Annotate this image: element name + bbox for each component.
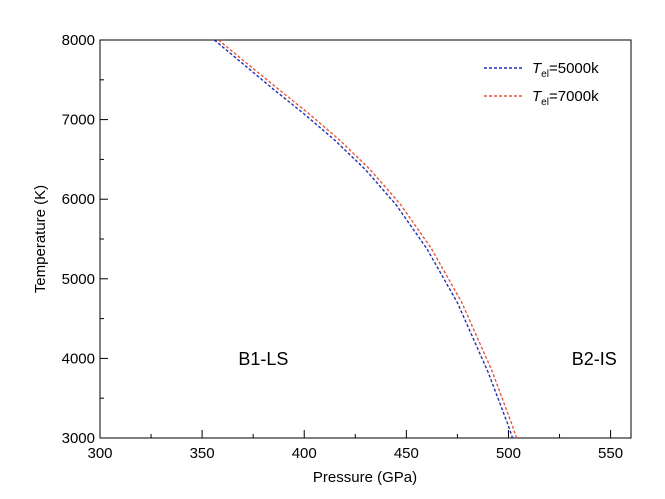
y-tick-label: 3000 (62, 430, 95, 447)
region-label: B1-LS (238, 349, 288, 369)
x-tick-label: 500 (496, 445, 521, 462)
series-line-1 (218, 39, 518, 439)
y-axis-title: Temperature (K) (32, 185, 49, 293)
y-tick-label: 6000 (62, 191, 95, 208)
x-axis-ticks: 300 350 400 450 500 550 (87, 430, 623, 462)
x-tick-label: 450 (394, 445, 419, 462)
legend-subscript: el (541, 97, 549, 108)
series-layer (213, 39, 518, 439)
x-tick-label: 350 (190, 445, 215, 462)
region-label: B2-IS (572, 349, 617, 369)
legend-entry-label: Tel=5000k (532, 60, 599, 80)
region-labels: B1-LS B2-IS (238, 349, 616, 369)
y-tick-label: 5000 (62, 271, 95, 288)
legend-symbol: T (532, 60, 543, 77)
legend-entry-label: Tel=7000k (532, 88, 599, 108)
y-tick-label: 4000 (62, 350, 95, 367)
y-axis-ticks: 3000 4000 5000 6000 7000 8000 (62, 32, 108, 447)
legend-value: =7000k (549, 88, 599, 105)
x-axis-title: Pressure (GPa) (313, 469, 417, 486)
x-tick-label: 300 (87, 445, 112, 462)
legend-value: =5000k (549, 60, 599, 77)
x-tick-label: 550 (598, 445, 623, 462)
legend-symbol: T (532, 88, 543, 105)
legend-subscript: el (541, 69, 549, 80)
y-tick-label: 7000 (62, 112, 95, 129)
series-line-0 (213, 39, 514, 439)
y-tick-label: 8000 (62, 32, 95, 49)
x-tick-label: 400 (292, 445, 317, 462)
